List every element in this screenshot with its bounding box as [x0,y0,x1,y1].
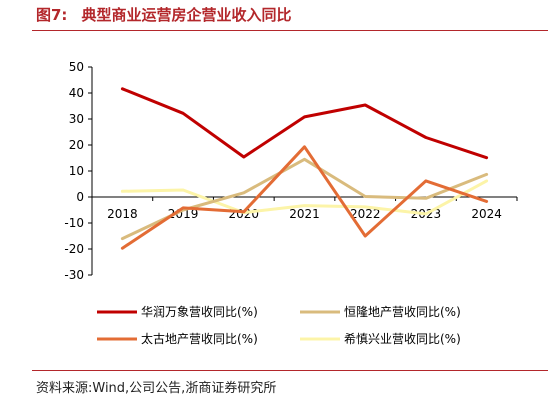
y-tick-label: -30 [64,268,84,282]
x-tick-label: 2022 [350,207,381,221]
series-line-1 [120,157,489,241]
legend-label-0: 华润万象营收同比(%) [141,305,258,319]
chart-title: 图7: 典型商业运营房企营业收入同比 [36,4,291,25]
figure-number: 图7: [36,6,68,24]
y-tick-label: 30 [69,112,84,126]
y-tick-label: 20 [69,138,84,152]
series-line-0 [120,87,489,160]
y-tick-label: 0 [76,190,84,204]
x-tick-label: 2019 [168,207,199,221]
series-line-3 [120,179,489,216]
source-rule [32,370,548,371]
y-tick-label: 50 [69,60,84,74]
y-tick-label: 10 [69,164,84,178]
series-line-2 [120,145,489,250]
figure-title: 典型商业运营房企营业收入同比 [81,6,292,24]
legend-label-1: 恒隆地产营收同比(%) [344,304,461,319]
y-tick-label: -10 [64,216,84,230]
title-rule [32,30,548,31]
legend-label-3: 希慎兴业营收同比(%) [344,331,461,346]
x-tick-label: 2021 [289,207,320,221]
legend-label-2: 太古地产营收同比(%) [141,331,258,346]
source-note: 资料来源:Wind,公司公告,浙商证券研究所 [36,381,277,396]
legend: 华润万象营收同比(%) 恒隆地产营收同比(%) 太古地产营收同比(%) 希慎兴业营收同… [97,304,461,346]
y-tick-label: -20 [64,242,84,256]
x-tick-label: 2018 [107,207,138,221]
x-tick-label: 2024 [471,207,502,221]
y-tick-label: 40 [69,86,84,100]
series-lines [120,87,489,250]
